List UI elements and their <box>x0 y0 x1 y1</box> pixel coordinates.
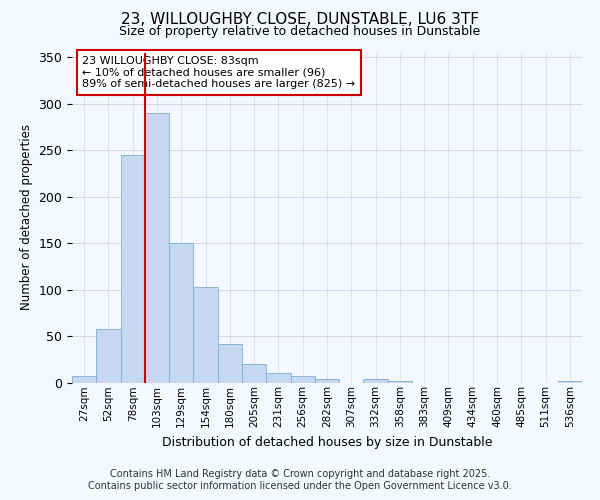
Bar <box>364 379 388 382</box>
Text: 23, WILLOUGHBY CLOSE, DUNSTABLE, LU6 3TF: 23, WILLOUGHBY CLOSE, DUNSTABLE, LU6 3TF <box>121 12 479 28</box>
Bar <box>72 376 96 382</box>
Bar <box>218 344 242 383</box>
Bar <box>290 376 315 382</box>
Text: 23 WILLOUGHBY CLOSE: 83sqm
← 10% of detached houses are smaller (96)
89% of semi: 23 WILLOUGHBY CLOSE: 83sqm ← 10% of deta… <box>82 56 355 89</box>
Bar <box>96 328 121 382</box>
Text: Contains HM Land Registry data © Crown copyright and database right 2025.
Contai: Contains HM Land Registry data © Crown c… <box>88 470 512 491</box>
Bar <box>193 287 218 382</box>
Bar <box>169 243 193 382</box>
Bar <box>558 380 582 382</box>
Bar <box>315 379 339 382</box>
Bar <box>242 364 266 382</box>
Y-axis label: Number of detached properties: Number of detached properties <box>20 124 33 310</box>
Bar <box>145 113 169 382</box>
Text: Size of property relative to detached houses in Dunstable: Size of property relative to detached ho… <box>119 25 481 38</box>
Bar <box>388 380 412 382</box>
Bar <box>121 155 145 382</box>
Bar <box>266 373 290 382</box>
X-axis label: Distribution of detached houses by size in Dunstable: Distribution of detached houses by size … <box>162 436 492 448</box>
